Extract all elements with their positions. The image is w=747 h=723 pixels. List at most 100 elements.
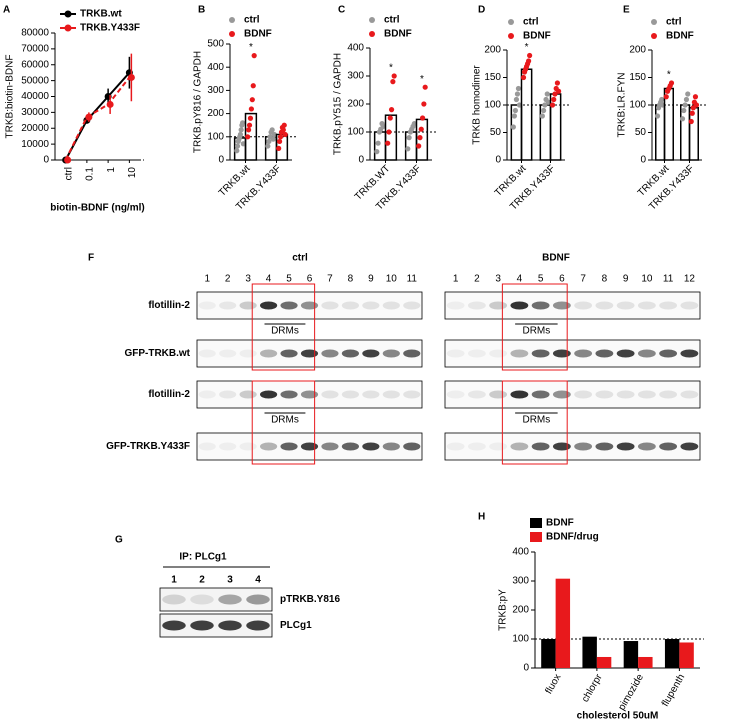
data-point (380, 123, 386, 129)
blot-band (198, 390, 216, 399)
data-point (654, 113, 661, 119)
blot-panel (196, 380, 423, 409)
blot-band (382, 390, 400, 399)
group-title: BDNF (542, 253, 570, 264)
y-tick-label: 200 (484, 45, 501, 56)
data-point (527, 52, 533, 59)
panel-letter: A (3, 5, 10, 16)
bar (373, 131, 387, 161)
lane-number: 2 (225, 274, 231, 285)
y-tick-label: 150 (484, 72, 501, 83)
y-tick-label: 200 (347, 99, 364, 110)
blot-band (467, 442, 486, 451)
blot-band (616, 390, 635, 399)
blot-band (260, 301, 278, 310)
blot-band (637, 390, 656, 399)
blot-band (680, 301, 699, 310)
bar (679, 642, 694, 668)
y-tick-label: 0 (43, 155, 49, 166)
blot-band (341, 442, 359, 451)
data-point (251, 53, 257, 59)
blot-band (260, 442, 278, 451)
legend-label: BDNF (523, 31, 551, 42)
y-tick-label: 200 (629, 45, 646, 56)
x-tick-label: 0.1 (85, 167, 96, 181)
blot-band (300, 442, 319, 451)
data-point (240, 141, 246, 147)
data-point (276, 145, 282, 151)
blot-band (489, 349, 508, 358)
data-point (281, 122, 287, 128)
blot-band (403, 442, 421, 451)
data-point (514, 91, 521, 97)
bar (664, 639, 680, 668)
data-point (246, 122, 253, 128)
data-point (265, 143, 271, 149)
y-tick-label: 300 (347, 71, 364, 82)
bar (655, 104, 666, 161)
row-label: flotillin-2 (148, 300, 190, 311)
data-point (418, 126, 424, 132)
lane-number: 11 (407, 274, 418, 285)
y-axis-label: TRKB homodimer (472, 65, 483, 145)
x-tick-label: ctrl (63, 167, 74, 180)
data-point (406, 135, 412, 141)
blot-band (362, 442, 380, 451)
data-point (689, 110, 695, 116)
y-tick-label: 150 (629, 72, 646, 83)
y-tick-label: 30000 (21, 107, 49, 118)
drm-box (501, 380, 568, 465)
blot-panel (159, 613, 273, 638)
lane-number: 4 (517, 274, 523, 285)
legend-label: ctrl (244, 15, 260, 26)
blot-band (218, 594, 242, 605)
blot-band (467, 301, 486, 310)
y-tick-label: 10000 (21, 139, 49, 150)
panel-letter: D (478, 5, 485, 16)
blot-band (219, 390, 237, 399)
blot-band (162, 594, 186, 605)
x-tick-label: 10 (127, 167, 138, 179)
data-point (391, 73, 397, 79)
blot-band (382, 442, 400, 451)
y-tick-label: 100 (512, 634, 529, 645)
y-tick-label: 100 (347, 127, 364, 138)
legend-marker (530, 532, 542, 542)
significance-mark: * (667, 70, 671, 81)
y-tick-label: 0 (495, 155, 501, 166)
y-tick-label: 300 (512, 576, 529, 587)
blot-band (239, 390, 257, 399)
bar (520, 68, 533, 161)
data-point (375, 140, 381, 146)
y-tick-label: 400 (207, 62, 224, 73)
drm-label: DRMs (522, 415, 550, 426)
blot-band (574, 349, 593, 358)
data-point (271, 131, 277, 138)
y-tick-label: 0 (523, 663, 529, 674)
data-point (388, 107, 395, 113)
lane-number: 3 (227, 575, 233, 586)
lane-number: 7 (327, 274, 333, 285)
x-tick-label: fluox (543, 672, 563, 696)
data-point (659, 96, 665, 103)
blot-band (239, 349, 257, 358)
panel-letter: C (338, 5, 345, 16)
lane-number: 9 (368, 274, 374, 285)
blot-band (467, 390, 486, 399)
data-point (238, 127, 244, 133)
blot-panel (444, 432, 701, 461)
drm-label: DRMs (271, 326, 299, 337)
blot-band (280, 442, 298, 451)
blot-band (574, 301, 593, 310)
y-tick-label: 300 (207, 85, 224, 96)
drm-label: DRMs (522, 326, 550, 337)
blot-band (510, 349, 529, 358)
data-point (250, 83, 256, 89)
y-tick-label: 50 (490, 127, 502, 138)
y-tick-label: 50000 (21, 75, 49, 86)
y-tick-label: 80000 (21, 28, 49, 39)
data-point (270, 136, 276, 142)
lane-number: 5 (538, 274, 544, 285)
data-point (685, 91, 691, 97)
